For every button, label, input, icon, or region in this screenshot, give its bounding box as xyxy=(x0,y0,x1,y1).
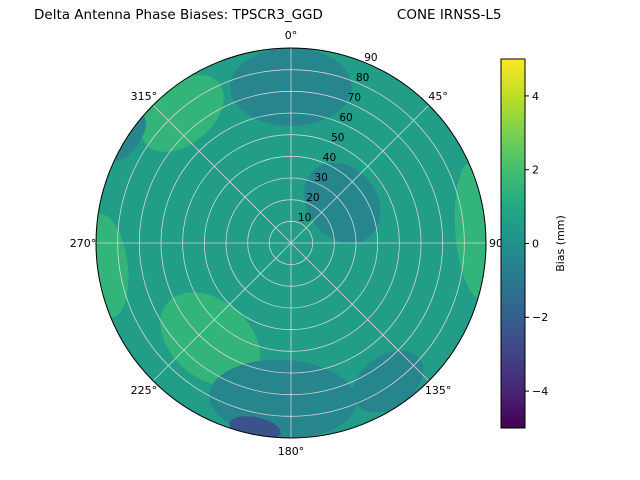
polar-boundary xyxy=(95,47,487,439)
chart-title-right: CONE IRNSS-L5 xyxy=(396,7,502,23)
colorbar-tick-label: 2 xyxy=(532,164,539,177)
angular-tick-label: 270° xyxy=(70,237,97,250)
radial-tick-label: 40 xyxy=(323,152,336,164)
contour-region xyxy=(454,160,486,300)
grid-spoke xyxy=(152,242,292,382)
chart-title: Delta Antenna Phase Biases: TPSCR3_GGD CO… xyxy=(34,7,501,23)
contour-region xyxy=(96,214,129,318)
angular-tick-label: 0° xyxy=(285,29,298,42)
radial-tick-label: 50 xyxy=(331,132,344,144)
angular-tick-label: 135° xyxy=(425,384,452,397)
angular-tick-label: 315° xyxy=(131,90,158,103)
angular-tick-label: 45° xyxy=(428,90,448,103)
grid-spoke xyxy=(290,104,430,244)
colorbar-tick-label: 4 xyxy=(532,90,539,103)
radial-tick-label: 90 xyxy=(364,52,377,64)
grid-spoke xyxy=(152,104,292,244)
radial-tick-label: 70 xyxy=(348,92,361,104)
angular-tick-label: 180° xyxy=(278,445,305,458)
radial-tick-label: 20 xyxy=(306,192,319,204)
colorbar-tick-label: −4 xyxy=(532,385,548,398)
contour-region xyxy=(112,115,147,161)
chart-title-left: Delta Antenna Phase Biases: TPSCR3_GGD xyxy=(34,7,323,23)
contour-region xyxy=(160,292,261,387)
radial-tick-label: 80 xyxy=(356,72,369,84)
grid-spoke xyxy=(290,242,430,382)
colorbar-axis-label: Bias (mm) xyxy=(554,215,567,272)
polar-grid xyxy=(96,48,486,438)
angular-tick-label: 225° xyxy=(131,384,158,397)
colorbar-tick-label: −2 xyxy=(532,311,548,324)
radial-tick-label: 60 xyxy=(339,112,352,124)
radial-tick-label: 10 xyxy=(298,212,311,224)
colorbar-tick-label: 0 xyxy=(532,237,539,250)
radial-tick-label: 30 xyxy=(314,172,327,184)
colorbar-gradient xyxy=(500,58,526,429)
